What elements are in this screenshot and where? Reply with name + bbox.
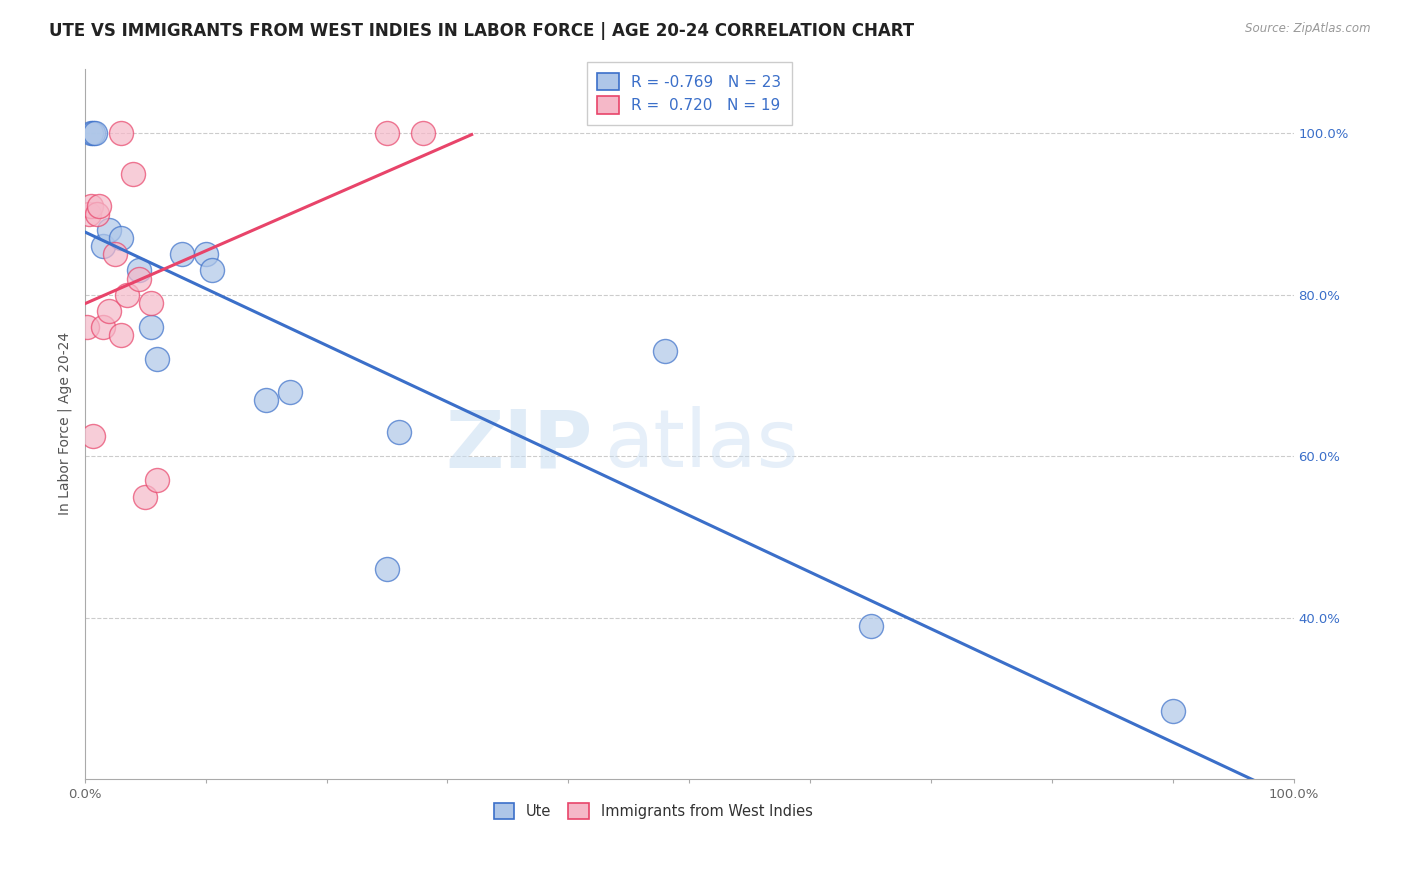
Point — [146, 474, 169, 488]
Text: ZIP: ZIP — [446, 406, 592, 484]
Point — [110, 231, 132, 245]
Point — [1161, 704, 1184, 718]
Point — [388, 425, 411, 439]
Point — [280, 384, 302, 399]
Point — [122, 167, 145, 181]
Point — [412, 126, 434, 140]
Point — [98, 223, 121, 237]
Point — [91, 239, 114, 253]
Point — [82, 126, 104, 140]
Point — [375, 562, 398, 576]
Point — [104, 247, 127, 261]
Text: Source: ZipAtlas.com: Source: ZipAtlas.com — [1246, 22, 1371, 36]
Point — [82, 429, 104, 443]
Point — [859, 619, 882, 633]
Y-axis label: In Labor Force | Age 20-24: In Labor Force | Age 20-24 — [58, 333, 72, 516]
Point — [194, 247, 217, 261]
Point — [201, 263, 224, 277]
Point — [141, 295, 163, 310]
Point — [134, 490, 156, 504]
Point — [146, 352, 169, 367]
Point — [80, 199, 103, 213]
Point — [128, 271, 150, 285]
Legend: Ute, Immigrants from West Indies: Ute, Immigrants from West Indies — [488, 797, 818, 825]
Point — [76, 320, 98, 334]
Point — [80, 126, 103, 140]
Point — [654, 344, 676, 359]
Point — [110, 126, 132, 140]
Point — [89, 199, 111, 213]
Point — [170, 247, 193, 261]
Point — [86, 207, 108, 221]
Text: UTE VS IMMIGRANTS FROM WEST INDIES IN LABOR FORCE | AGE 20-24 CORRELATION CHART: UTE VS IMMIGRANTS FROM WEST INDIES IN LA… — [49, 22, 914, 40]
Point — [77, 207, 100, 221]
Point — [141, 320, 163, 334]
Point — [110, 328, 132, 343]
Point — [254, 392, 277, 407]
Point — [83, 126, 105, 140]
Point — [98, 303, 121, 318]
Point — [91, 320, 114, 334]
Point — [115, 287, 138, 301]
Text: atlas: atlas — [605, 406, 799, 484]
Point — [375, 126, 398, 140]
Point — [128, 263, 150, 277]
